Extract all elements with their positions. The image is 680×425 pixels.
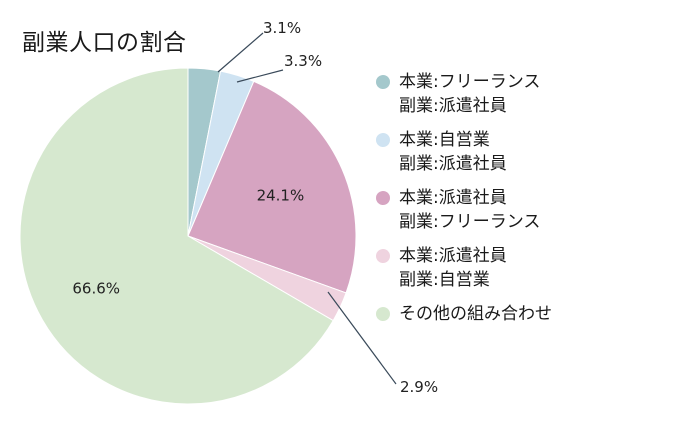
legend-label-line: 副業:派遣社員 — [399, 154, 507, 174]
legend-swatch — [376, 249, 390, 263]
legend-label-line: 本業:フリーランス — [399, 72, 541, 92]
leader-line-1 — [236, 69, 284, 83]
legend-label-line: 本業:派遣社員 — [399, 246, 507, 266]
legend-label-line: 本業:自営業 — [399, 130, 490, 150]
legend-label-line: 副業:自営業 — [399, 270, 490, 290]
chart-title: 副業人口の割合 — [22, 30, 187, 56]
legend-label-line: 副業:フリーランス — [399, 212, 541, 232]
legend-swatch — [376, 75, 390, 89]
pie-slice-2 — [187, 80, 357, 294]
data-label-0: 3.1% — [263, 19, 301, 37]
legend-swatch — [376, 191, 390, 205]
legend-label-line: 副業:派遣社員 — [399, 96, 507, 116]
data-label-2: 24.1% — [257, 187, 305, 205]
leader-line-0 — [217, 32, 264, 73]
data-label-1: 3.3% — [284, 52, 322, 70]
legend-item-2: 本業:派遣社員副業:フリーランス — [376, 186, 552, 234]
legend-item-0: 本業:フリーランス 副業:派遣社員 — [376, 70, 552, 118]
data-label-3: 2.9% — [400, 378, 438, 396]
legend-item-3: 本業:派遣社員 副業:自営業 — [376, 244, 552, 292]
legend-label: 本業:自営業 副業:派遣社員 — [399, 128, 507, 176]
legend-item-4: その他の組み合わせ — [376, 302, 552, 326]
legend-label-line: 本業:派遣社員 — [399, 188, 507, 208]
leader-line-3 — [327, 291, 397, 385]
data-label-4: 66.6% — [72, 280, 120, 298]
chart-legend: 本業:フリーランス 副業:派遣社員 本業:自営業 副業:派遣社員 本業:派遣社員 副業:フ… — [376, 70, 552, 336]
legend-label: 本業:派遣社員 副業:自営業 — [399, 244, 507, 292]
legend-label: 本業:フリーランス 副業:派遣社員 — [399, 70, 540, 118]
legend-item-1: 本業:自営業 副業:派遣社員 — [376, 128, 552, 176]
legend-label-line: その他の組み合わせ — [399, 304, 552, 324]
pie-slice-4 — [19, 67, 334, 405]
legend-swatch — [376, 307, 390, 321]
legend-swatch — [376, 133, 390, 147]
legend-label: 本業:派遣社員副業:フリーランス — [399, 186, 540, 234]
legend-label: その他の組み合わせ — [399, 302, 552, 326]
